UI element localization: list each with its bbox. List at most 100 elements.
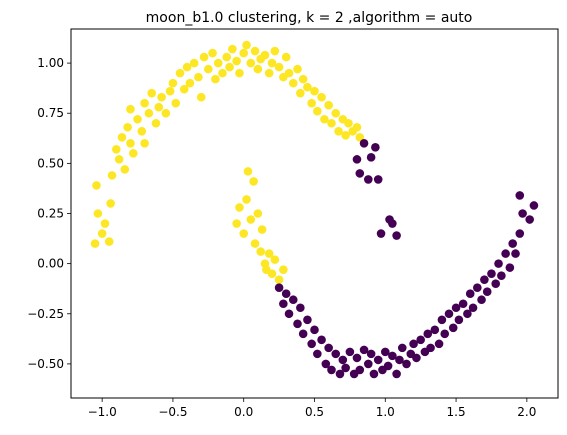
- scatter-point-cluster-1: [355, 365, 365, 375]
- scatter-point-cluster-1: [482, 287, 492, 297]
- scatter-point-cluster-0: [114, 155, 124, 164]
- scatter-point-cluster-1: [380, 347, 390, 357]
- scatter-point-cluster-1: [508, 239, 517, 248]
- scatter-point-cluster-1: [426, 343, 435, 353]
- scatter-point-cluster-0: [307, 98, 316, 108]
- scatter-point-cluster-1: [327, 365, 336, 375]
- scatter-point-cluster-0: [194, 72, 203, 82]
- scatter-point-cluster-1: [363, 359, 373, 369]
- scatter-point-cluster-0: [320, 114, 329, 124]
- scatter-point-cluster-0: [228, 44, 237, 54]
- scatter-point-cluster-1: [321, 359, 331, 369]
- scatter-point-cluster-1: [437, 315, 447, 325]
- scatter-point-cluster-0: [126, 104, 135, 114]
- scatter-point-cluster-0: [204, 64, 213, 74]
- scatter-point-cluster-1: [296, 303, 305, 313]
- scatter-point-cluster-1: [463, 309, 472, 319]
- scatter-point-cluster-0: [341, 130, 350, 140]
- scatter-point-cluster-0: [334, 126, 343, 136]
- scatter-point-cluster-0: [147, 88, 156, 98]
- x-tick-label: 1.0: [376, 405, 395, 419]
- scatter-point-cluster-0: [199, 52, 209, 62]
- scatter-point-cluster-0: [235, 68, 244, 78]
- scatter-point-cluster-0: [157, 92, 166, 102]
- y-tick-label: 0.25: [37, 207, 64, 221]
- scatter-point-cluster-1: [366, 153, 376, 162]
- scatter-point-cluster-0: [140, 98, 149, 108]
- scatter-point-cluster-0: [175, 68, 185, 78]
- scatter-point-cluster-0: [284, 68, 294, 78]
- scatter-point-cluster-1: [491, 279, 501, 288]
- scatter-point-cluster-1: [402, 359, 411, 369]
- scatter-point-cluster-0: [117, 132, 127, 142]
- scatter-point-cluster-0: [106, 199, 115, 208]
- scatter-point-cluster-0: [324, 100, 333, 110]
- scatter-point-cluster-1: [392, 369, 401, 379]
- scatter-point-cluster-0: [270, 46, 280, 56]
- scatter-point-cluster-0: [257, 225, 267, 234]
- scatter-point-cluster-0: [222, 52, 232, 62]
- scatter-point-cluster-1: [345, 347, 355, 357]
- scatter-point-cluster-0: [256, 247, 266, 256]
- scatter-point-cluster-0: [239, 229, 249, 238]
- scatter-point-cluster-1: [331, 349, 341, 359]
- scatter-point-cluster-1: [376, 229, 386, 238]
- scatter-point-cluster-1: [371, 143, 380, 152]
- y-tick-label: −0.50: [27, 357, 64, 371]
- scatter-point-cluster-1: [423, 329, 433, 339]
- scatter-point-cluster-0: [225, 62, 234, 72]
- y-tick-label: 0.75: [37, 106, 64, 120]
- scatter-point-cluster-1: [352, 353, 362, 363]
- x-axis-ticks: −1.0 −0.5 0.0 0.5 1.0 1.5 2.0: [88, 398, 536, 419]
- scatter-point-cluster-0: [168, 78, 178, 88]
- scatter-point-cluster-0: [344, 118, 353, 128]
- scatter-point-cluster-0: [128, 149, 138, 158]
- scatter-point-cluster-0: [246, 215, 256, 224]
- y-tick-label: 1.00: [37, 56, 64, 70]
- y-tick-label: 0.00: [37, 257, 64, 271]
- x-tick-label: −0.5: [158, 405, 187, 419]
- scatter-point-cluster-0: [185, 78, 195, 88]
- scatter-point-cluster-0: [310, 86, 319, 96]
- scatter-point-cluster-0: [288, 78, 298, 88]
- scatter-point-cluster-1: [454, 315, 464, 325]
- x-tick-label: 0.0: [234, 405, 253, 419]
- scatter-point-cluster-1: [366, 349, 376, 359]
- scatter-point-cluster-1: [388, 351, 397, 361]
- scatter-point-cluster-1: [444, 309, 454, 319]
- scatter-point-cluster-1: [274, 283, 284, 293]
- scatter-point-cluster-0: [93, 209, 103, 218]
- scatter-point-cluster-0: [267, 269, 277, 278]
- scatter-point-cluster-0: [179, 84, 189, 94]
- scatter-point-cluster-1: [363, 175, 373, 184]
- scatter-point-cluster-0: [232, 56, 241, 66]
- scatter-point-cluster-0: [281, 52, 291, 62]
- scatter-point-cluster-1: [434, 339, 444, 349]
- scatter-point-cluster-0: [250, 46, 260, 56]
- scatter-point-cluster-1: [494, 259, 503, 268]
- scatter-point-cluster-0: [246, 58, 256, 68]
- scatter-point-cluster-0: [137, 126, 147, 136]
- scatter-point-cluster-1: [359, 345, 369, 355]
- scatter-point-cluster-0: [165, 86, 175, 96]
- axes-frame: [70, 28, 559, 399]
- scatter-point-cluster-1: [359, 139, 369, 148]
- scatter-point-cluster-1: [515, 191, 525, 200]
- scatter-point-cluster-0: [92, 181, 101, 190]
- scatter-point-cluster-1: [335, 369, 345, 379]
- scatter-point-cluster-0: [107, 171, 117, 180]
- x-tick-label: 1.5: [447, 405, 466, 419]
- scatter-point-cluster-1: [497, 271, 506, 280]
- y-tick-label: 0.50: [37, 156, 64, 170]
- scatter-point-cluster-0: [303, 82, 312, 92]
- scatter-point-cluster-0: [239, 48, 249, 58]
- scatter-point-cluster-1: [477, 295, 486, 305]
- scatter-point-cluster-1: [388, 219, 397, 228]
- scatter-point-cluster-1: [392, 231, 401, 240]
- scatter-point-cluster-0: [218, 68, 227, 78]
- scatter-point-cluster-1: [525, 215, 534, 224]
- scatter-point-cluster-1: [288, 295, 298, 305]
- scatter-point-cluster-0: [232, 219, 241, 228]
- scatter-point-cluster-1: [416, 335, 425, 345]
- scatter-point-cluster-1: [448, 323, 458, 333]
